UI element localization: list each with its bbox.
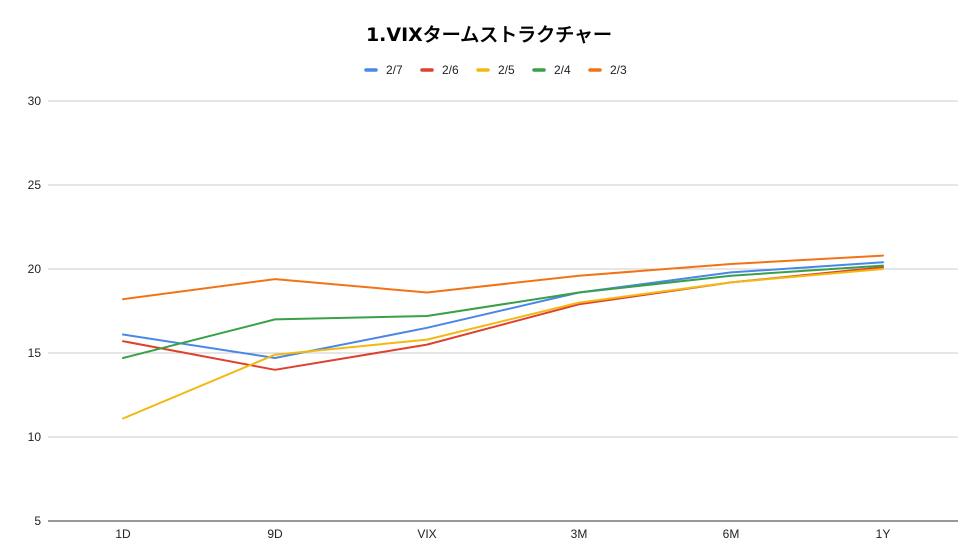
series-line-2-4 — [122, 264, 884, 359]
legend-label: 2/5 — [498, 63, 515, 77]
x-tick-label: 1D — [115, 527, 131, 541]
legend-label: 2/3 — [610, 63, 627, 77]
x-axis-ticks: 1D 9D VIX 3M 6M 1Y — [115, 527, 890, 541]
legend: 2/7 2/6 2/5 2/4 2/3 — [364, 63, 627, 77]
y-tick-label: 10 — [28, 430, 42, 444]
series-line-2-6 — [122, 266, 884, 371]
gridlines — [48, 100, 958, 522]
series-line-2-3 — [122, 254, 884, 301]
x-tick-label: 9D — [267, 527, 283, 541]
legend-item: 2/7 — [364, 63, 403, 77]
series-line-2-5 — [122, 268, 884, 420]
y-tick-label: 25 — [28, 178, 42, 192]
legend-label: 2/6 — [442, 63, 459, 77]
y-tick-label: 15 — [28, 346, 42, 360]
x-tick-label: 3M — [571, 527, 588, 541]
series-line-2-7 — [122, 261, 884, 359]
x-tick-label: 6M — [723, 527, 740, 541]
y-axis-ticks: 5 10 15 20 25 30 — [28, 94, 42, 528]
x-tick-label: 1Y — [876, 527, 891, 541]
series-lines — [122, 254, 884, 420]
y-tick-label: 5 — [34, 514, 41, 528]
legend-item: 2/5 — [476, 63, 515, 77]
legend-label: 2/4 — [554, 63, 571, 77]
legend-label: 2/7 — [386, 63, 403, 77]
legend-item: 2/3 — [588, 63, 627, 77]
chart-title: 1.VIXタームストラクチャー — [366, 24, 612, 46]
y-tick-label: 30 — [28, 94, 42, 108]
legend-item: 2/4 — [532, 63, 571, 77]
x-tick-label: VIX — [417, 527, 436, 541]
y-tick-label: 20 — [28, 262, 42, 276]
legend-item: 2/6 — [420, 63, 459, 77]
